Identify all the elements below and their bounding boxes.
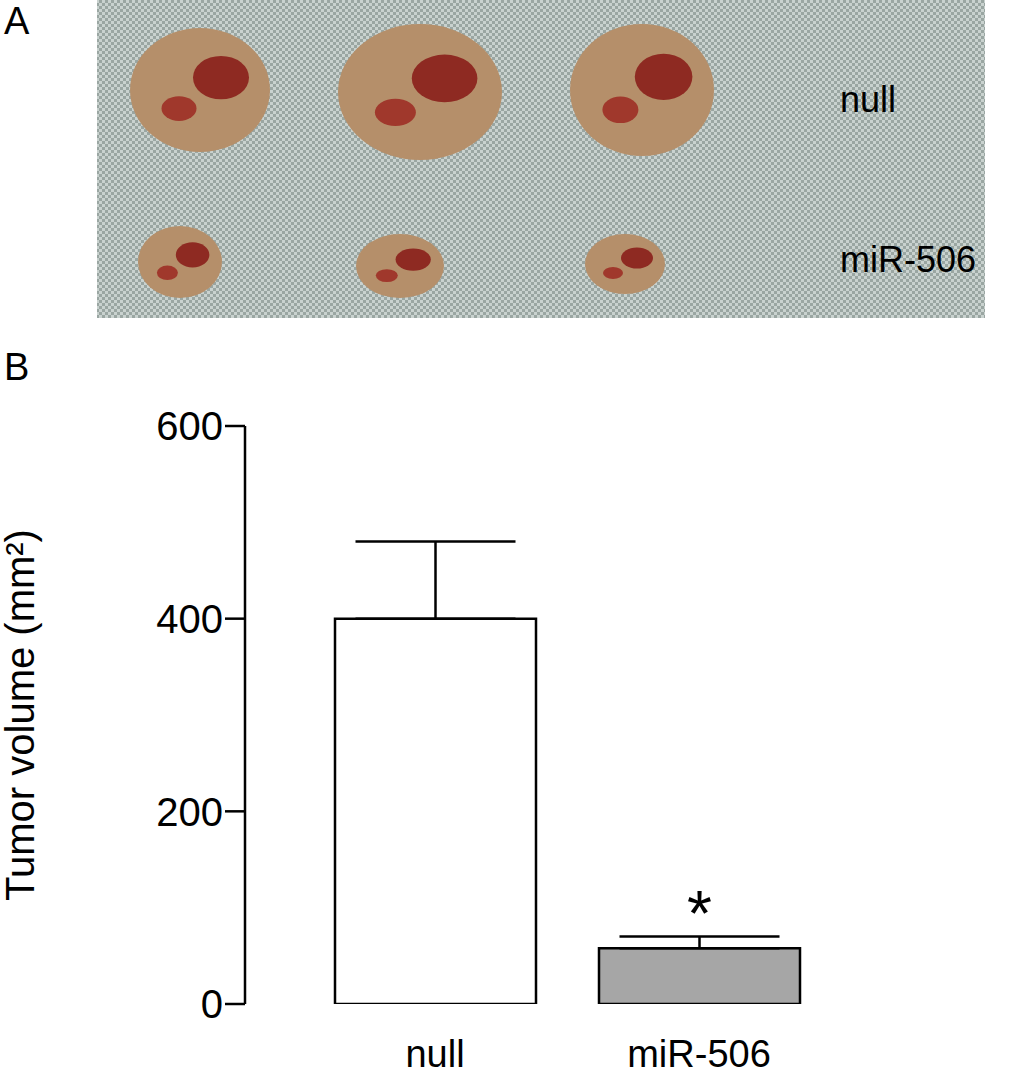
svg-text:null: null	[840, 79, 896, 120]
svg-text:0: 0	[201, 982, 223, 1026]
svg-text:Tumor volume (mm²): Tumor volume (mm²)	[8, 529, 42, 901]
svg-text:400: 400	[156, 597, 223, 641]
svg-text:*: *	[687, 878, 712, 950]
svg-text:B: B	[8, 346, 29, 388]
svg-text:A: A	[8, 0, 30, 42]
svg-text:miR-506: miR-506	[840, 239, 976, 280]
svg-text:200: 200	[156, 790, 223, 834]
svg-text:null: null	[405, 1033, 464, 1075]
svg-text:miR-506: miR-506	[627, 1033, 771, 1075]
svg-text:600: 600	[156, 404, 223, 448]
